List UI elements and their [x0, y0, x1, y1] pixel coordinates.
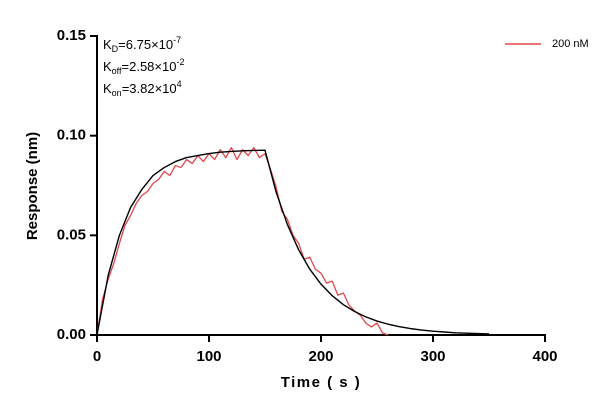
annotation-main: K [103, 37, 112, 52]
annotation-sub: D [112, 44, 119, 54]
annotation-rest: =2.58×10 [122, 59, 177, 74]
legend-label: 200 nM [552, 38, 589, 50]
y-tick-label: 0.10 [57, 127, 86, 144]
series-line [96, 149, 490, 336]
y-tick-label: 0.15 [57, 27, 86, 44]
annotation-sup: 4 [177, 79, 182, 89]
x-axis-title: Time ( s ) [281, 374, 362, 391]
x-tick-label: 400 [532, 348, 557, 365]
y-axis-title: Response (nm) [24, 132, 41, 240]
annotation: Kon=3.82×104 [103, 79, 182, 98]
annotation-main: K [103, 59, 112, 74]
x-tick-label: 200 [308, 348, 333, 365]
y-tick-label: 0.05 [57, 226, 86, 243]
annotation: KD=6.75×10-7 [103, 35, 181, 54]
annotation-sup: -7 [173, 35, 181, 45]
annotation-rest: =6.75×10 [118, 37, 173, 52]
annotation-sup: -2 [176, 57, 184, 67]
x-tick-label: 100 [196, 348, 221, 365]
series-line [96, 146, 389, 336]
y-tick-label: 0.00 [57, 326, 86, 343]
x-tick-label: 300 [420, 348, 445, 365]
annotation-rest: =3.82×10 [122, 81, 177, 96]
annotation-sub: on [112, 88, 122, 98]
x-tick-label: 0 [93, 348, 101, 365]
annotation-main: K [103, 81, 112, 96]
annotation: Koff=2.58×10-2 [103, 57, 184, 76]
annotation-sub: off [112, 66, 122, 76]
